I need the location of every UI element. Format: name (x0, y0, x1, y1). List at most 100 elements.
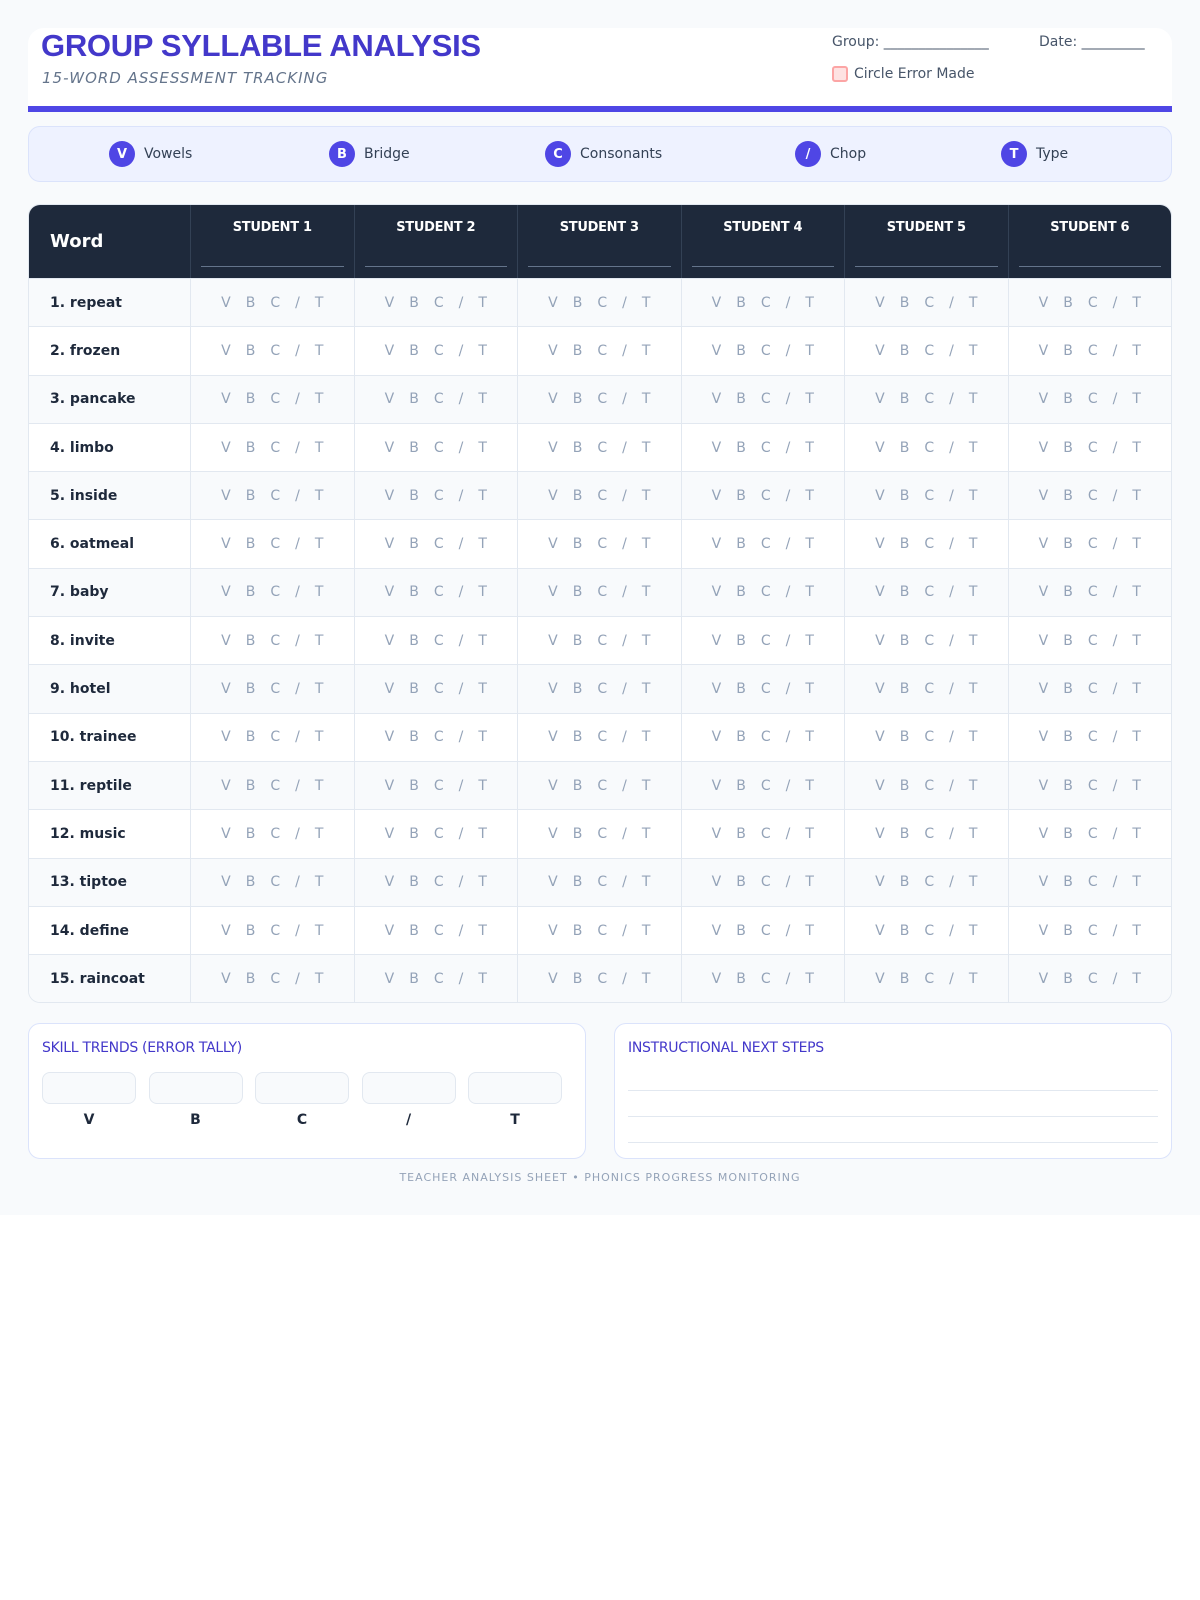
error-code-chop[interactable]: / (785, 536, 791, 553)
error-code-b[interactable]: B (899, 777, 910, 794)
error-code-b[interactable]: B (736, 439, 746, 456)
error-code-c[interactable]: C (270, 391, 281, 408)
error-code-b[interactable]: B (245, 487, 256, 504)
error-code-c[interactable]: C (760, 294, 771, 311)
error-code-b[interactable]: B (245, 391, 256, 408)
error-code-v[interactable]: V (1038, 970, 1049, 987)
error-code-t[interactable]: T (478, 391, 487, 408)
error-code-v[interactable]: V (384, 584, 395, 601)
error-code-v[interactable]: V (1038, 439, 1049, 456)
error-code-chop[interactable]: / (622, 681, 627, 698)
error-code-t[interactable]: T (314, 729, 324, 746)
error-code-c[interactable]: C (760, 970, 771, 987)
tally-box[interactable] (148, 1072, 243, 1104)
error-code-b[interactable]: B (899, 874, 910, 891)
error-code-c[interactable]: C (433, 777, 444, 794)
error-code-b[interactable]: B (572, 825, 583, 842)
error-code-c[interactable]: C (597, 970, 608, 987)
error-code-c[interactable]: C (270, 681, 281, 698)
error-code-t[interactable]: T (478, 681, 487, 698)
error-code-chop[interactable]: / (295, 584, 300, 601)
error-code-c[interactable]: C (433, 342, 444, 359)
error-code-c[interactable]: C (1087, 874, 1098, 891)
error-code-t[interactable]: T (641, 439, 651, 456)
error-code-v[interactable]: V (711, 922, 722, 939)
error-code-v[interactable]: V (384, 777, 395, 794)
error-code-c[interactable]: C (433, 729, 444, 746)
error-code-chop[interactable]: / (949, 681, 954, 698)
error-code-v[interactable]: V (1038, 487, 1049, 504)
error-code-chop[interactable]: / (622, 825, 627, 842)
error-code-c[interactable]: C (433, 584, 444, 601)
error-code-t[interactable]: T (805, 439, 814, 456)
error-code-t[interactable]: T (1132, 391, 1141, 408)
error-code-b[interactable]: B (736, 342, 746, 359)
error-code-c[interactable]: C (433, 439, 444, 456)
error-code-c[interactable]: C (1087, 487, 1098, 504)
error-code-chop[interactable]: / (295, 681, 300, 698)
error-code-c[interactable]: C (924, 729, 935, 746)
error-code-c[interactable]: C (760, 874, 771, 891)
error-code-t[interactable]: T (968, 536, 978, 553)
error-code-c[interactable]: C (597, 294, 608, 311)
error-code-t[interactable]: T (805, 729, 814, 746)
error-code-chop[interactable]: / (622, 294, 627, 311)
error-code-c[interactable]: C (1087, 439, 1098, 456)
error-code-chop[interactable]: / (622, 922, 627, 939)
error-code-c[interactable]: C (924, 681, 935, 698)
error-code-v[interactable]: V (548, 825, 558, 842)
error-code-b[interactable]: B (572, 874, 583, 891)
error-code-b[interactable]: B (245, 681, 256, 698)
error-code-t[interactable]: T (314, 584, 324, 601)
error-code-b[interactable]: B (736, 391, 746, 408)
error-code-b[interactable]: B (245, 439, 256, 456)
tally-box[interactable] (468, 1072, 562, 1104)
error-code-t[interactable]: T (641, 729, 651, 746)
error-code-t[interactable]: T (805, 391, 814, 408)
error-code-chop[interactable]: / (622, 729, 627, 746)
error-code-t[interactable]: T (805, 825, 814, 842)
error-code-b[interactable]: B (1063, 487, 1073, 504)
error-code-c[interactable]: C (433, 970, 444, 987)
error-code-v[interactable]: V (221, 536, 231, 553)
error-code-b[interactable]: B (245, 342, 256, 359)
error-code-c[interactable]: C (270, 342, 281, 359)
error-code-v[interactable]: V (1038, 632, 1049, 649)
error-code-b[interactable]: B (245, 777, 256, 794)
error-code-t[interactable]: T (478, 874, 487, 891)
error-code-chop[interactable]: / (1112, 825, 1118, 842)
error-code-b[interactable]: B (736, 536, 746, 553)
error-code-t[interactable]: T (641, 342, 651, 359)
error-code-b[interactable]: B (736, 970, 746, 987)
error-code-b[interactable]: B (572, 777, 583, 794)
error-code-chop[interactable]: / (458, 439, 464, 456)
error-code-chop[interactable]: / (622, 439, 627, 456)
error-code-v[interactable]: V (548, 487, 558, 504)
error-code-chop[interactable]: / (295, 729, 300, 746)
error-code-v[interactable]: V (875, 922, 885, 939)
error-code-c[interactable]: C (433, 874, 444, 891)
error-code-b[interactable]: B (1063, 584, 1073, 601)
error-code-v[interactable]: V (711, 777, 722, 794)
error-code-chop[interactable]: / (458, 391, 464, 408)
writing-line[interactable] (628, 1142, 1158, 1143)
error-code-c[interactable]: C (1087, 777, 1098, 794)
error-code-v[interactable]: V (875, 342, 885, 359)
error-code-c[interactable]: C (924, 487, 935, 504)
error-code-t[interactable]: T (314, 391, 324, 408)
error-code-v[interactable]: V (548, 632, 558, 649)
error-code-v[interactable]: V (1038, 681, 1049, 698)
error-code-b[interactable]: B (1063, 970, 1073, 987)
error-code-t[interactable]: T (641, 681, 651, 698)
error-code-chop[interactable]: / (785, 777, 791, 794)
error-code-chop[interactable]: / (458, 487, 464, 504)
error-code-b[interactable]: B (409, 681, 419, 698)
error-code-v[interactable]: V (548, 391, 558, 408)
error-code-c[interactable]: C (1087, 294, 1098, 311)
error-code-b[interactable]: B (572, 536, 583, 553)
error-code-b[interactable]: B (409, 439, 419, 456)
error-code-c[interactable]: C (924, 922, 935, 939)
error-code-v[interactable]: V (548, 294, 558, 311)
error-code-b[interactable]: B (736, 874, 746, 891)
error-code-t[interactable]: T (314, 439, 324, 456)
